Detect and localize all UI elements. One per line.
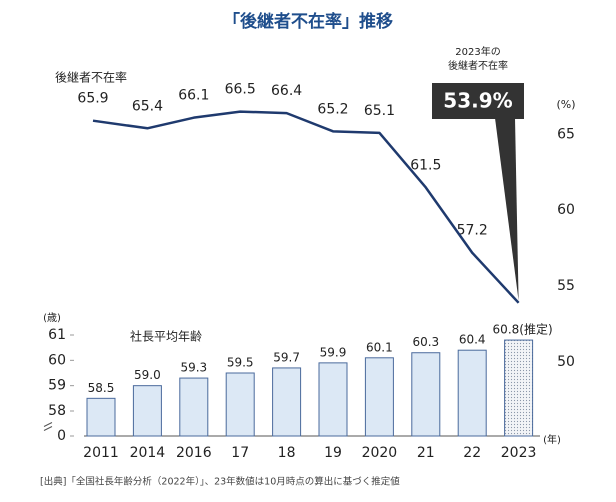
annotation: 2023年の xyxy=(455,45,500,58)
y-axis-label: (歳) xyxy=(43,312,61,324)
bar-value-label: 60.1 xyxy=(366,340,393,354)
line-value-label: 65.1 xyxy=(364,103,395,119)
bar xyxy=(318,362,348,437)
x-tick-label: 21 xyxy=(417,445,435,461)
x-axis-label: (年) xyxy=(543,433,561,446)
line-value-label: 66.4 xyxy=(271,83,302,99)
line-value-label: 66.1 xyxy=(178,88,209,104)
axis-break xyxy=(43,422,53,431)
x-tick-label: 22 xyxy=(463,445,481,461)
bar-value-label: 60.8(推定) xyxy=(493,322,553,337)
y2-tick-label: 60 xyxy=(557,202,575,218)
annotation: 後継者不在率 xyxy=(448,59,508,72)
legend-label: 社長平均年齢 xyxy=(130,329,202,344)
y-tick-label: 0 xyxy=(57,428,66,444)
line-value-label: 65.9 xyxy=(77,91,108,107)
y2-tick-label: 50 xyxy=(557,354,575,370)
chart-title: 「後継者不在率」推移 xyxy=(223,11,393,32)
x-tick-label: 2014 xyxy=(130,445,166,461)
line-value-label: 57.2 xyxy=(457,223,488,239)
bar xyxy=(86,397,116,437)
bar-value-label: 59.0 xyxy=(134,368,161,382)
callout-pointer xyxy=(495,118,519,301)
bar-value-label: 59.9 xyxy=(320,345,347,359)
bar-value-label: 59.3 xyxy=(180,361,207,375)
y2-tick-label: 55 xyxy=(557,278,575,294)
bar xyxy=(364,357,394,437)
callout-box xyxy=(432,83,524,119)
bar-value-label: 59.5 xyxy=(227,356,254,370)
line-value-label: 61.5 xyxy=(410,157,441,173)
x-tick-label: 19 xyxy=(324,445,342,461)
legend-label: 後継者不在率 xyxy=(55,70,127,85)
bar xyxy=(457,349,487,437)
y2-tick-label: 65 xyxy=(557,126,575,142)
callout-label: 53.9% xyxy=(443,89,512,113)
y-tick-label: 61 xyxy=(48,327,66,343)
bar xyxy=(225,372,255,437)
bar-value-label: 60.4 xyxy=(459,333,486,347)
bar xyxy=(179,377,209,437)
x-tick-label: 18 xyxy=(278,445,296,461)
x-tick-label: 17 xyxy=(231,445,249,461)
bar-value-label: 60.3 xyxy=(412,335,439,349)
bar xyxy=(504,339,534,437)
line xyxy=(92,110,520,304)
line-value-label: 65.2 xyxy=(317,101,348,117)
bar-value-label: 58.5 xyxy=(88,381,115,395)
line-value-label: 65.4 xyxy=(132,98,163,114)
source: [出典]「全国社長年齢分析（2022年）」、23年数値は10月時点の算出に基づく… xyxy=(40,476,400,488)
x-tick-label: 2023 xyxy=(501,445,537,461)
y-tick-label: 60 xyxy=(48,352,66,368)
x-tick-label: 2016 xyxy=(176,445,212,461)
bar-value-label: 59.7 xyxy=(273,350,300,364)
bar xyxy=(411,352,441,437)
x-tick-label: 2020 xyxy=(362,445,398,461)
bar xyxy=(132,385,162,437)
y-tick-label: 59 xyxy=(48,378,66,394)
y2-axis-label: (%) xyxy=(556,98,575,111)
bar xyxy=(272,367,302,437)
y-tick-label: 58 xyxy=(48,403,66,419)
line-value-label: 66.5 xyxy=(225,82,256,98)
x-tick-label: 2011 xyxy=(83,445,119,461)
